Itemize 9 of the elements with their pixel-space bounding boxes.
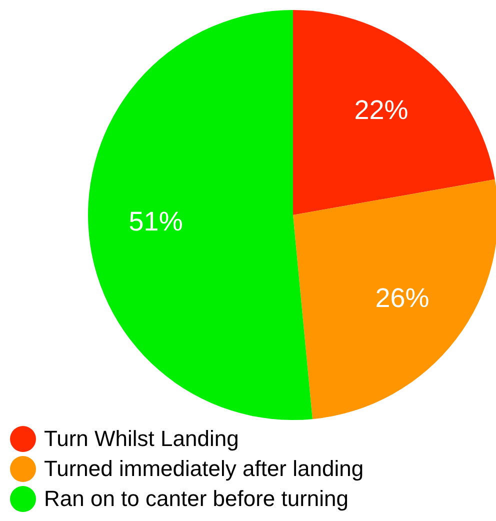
legend-label: Ran on to canter before turning [44,486,349,512]
data-label: 26% [375,283,430,314]
pie-slice [88,10,312,420]
data-label: 22% [354,94,408,125]
data-label: 51% [128,206,183,237]
pie-slice [293,10,495,215]
legend-label: Turned immediately after landing [44,456,364,482]
pie-slice [293,179,496,420]
legend-label: Turn Whilst Landing [44,426,239,452]
